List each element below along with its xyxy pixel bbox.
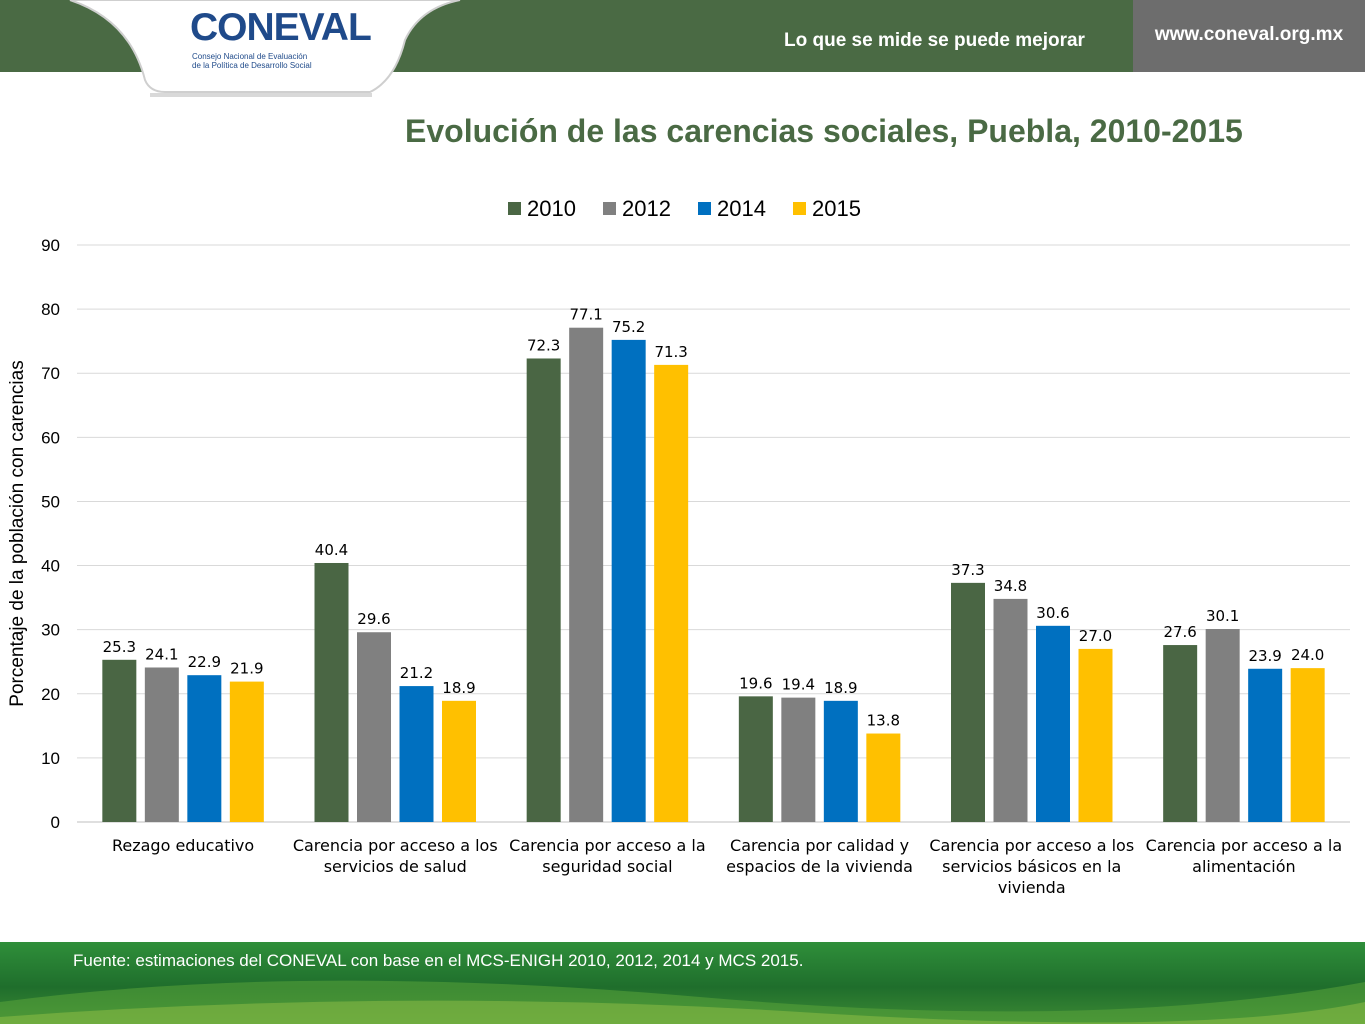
bar-chart: 0 10 20 30 40 50 60 70 80 90 Porcentaje de la pobl…	[7, 196, 1350, 897]
data-label: 72.3	[527, 336, 560, 354]
legend-label-2012: 2012	[622, 196, 671, 221]
y-tick-label: 80	[41, 300, 60, 319]
bar	[442, 700, 476, 822]
legend-swatch-2012	[603, 202, 616, 215]
data-label: 27.6	[1163, 623, 1196, 641]
footer-decoration	[0, 980, 1365, 1024]
data-label: 25.3	[103, 638, 136, 656]
logo-subtitle: Consejo Nacional de Evaluación de la Pol…	[192, 52, 312, 70]
chart-title: Evolución de las carencias sociales, Pue…	[405, 113, 1243, 149]
y-axis-label: Porcentaje de la población con carencias	[7, 360, 28, 706]
data-label: 13.8	[867, 712, 900, 730]
data-label: 34.8	[994, 577, 1027, 595]
slogan: Lo que se mide se puede mejorar	[784, 30, 1085, 51]
x-tick-label: Carencia por acceso a la	[1146, 836, 1343, 855]
bar	[526, 358, 561, 822]
coneval-logo[interactable]: CONEVAL	[190, 6, 372, 49]
x-tick-label: vivienda	[998, 878, 1066, 897]
x-tick-label: servicios básicos en la	[942, 857, 1121, 876]
legend-label-2010: 2010	[527, 196, 576, 221]
legend-swatch-2015	[793, 202, 806, 215]
x-tick-label: Rezago educativo	[112, 836, 254, 855]
bar	[993, 598, 1028, 822]
bar	[1248, 668, 1283, 822]
bar	[1078, 648, 1113, 822]
source-note: Fuente: estimaciones del CONEVAL con bas…	[73, 951, 804, 970]
x-tick-label: servicios de salud	[324, 857, 467, 876]
data-label: 30.6	[1036, 604, 1069, 622]
data-label: 27.0	[1079, 627, 1112, 645]
bar	[399, 686, 434, 822]
data-label: 30.1	[1206, 607, 1239, 625]
bar	[654, 364, 689, 822]
bar	[738, 696, 773, 822]
y-tick-label: 90	[41, 236, 60, 255]
x-tick-label: Carencia por acceso a los	[293, 836, 498, 855]
bar	[229, 681, 264, 822]
y-tick-label: 20	[41, 685, 60, 704]
y-tick-label: 70	[41, 364, 60, 383]
y-tick-label: 50	[41, 492, 60, 511]
bar	[1205, 629, 1240, 822]
y-tick-label: 40	[41, 557, 60, 576]
bar	[951, 582, 985, 822]
legend-label-2015: 2015	[812, 196, 861, 221]
data-label: 24.1	[145, 645, 178, 663]
x-tick-label: Carencia por acceso a los	[929, 836, 1134, 855]
data-label: 75.2	[612, 318, 645, 336]
bar	[102, 659, 137, 822]
x-tick-label: alimentación	[1192, 857, 1296, 876]
legend-swatch-2014	[698, 202, 711, 215]
data-label: 21.2	[400, 664, 433, 682]
bar	[611, 339, 646, 822]
data-label: 22.9	[188, 653, 221, 671]
legend-swatch-2010	[508, 202, 521, 215]
bar	[187, 675, 222, 822]
data-label: 24.0	[1291, 646, 1324, 664]
data-label: 29.6	[357, 610, 390, 628]
x-tick-label: espacios de la vivienda	[726, 857, 913, 876]
logo-tab	[69, 0, 461, 97]
data-label: 18.9	[442, 679, 475, 697]
bar	[1036, 625, 1070, 822]
x-tick-label: Carencia por acceso a la	[509, 836, 706, 855]
bar	[866, 733, 901, 822]
bar	[1290, 668, 1325, 822]
website-url[interactable]: www.coneval.org.mx	[1154, 24, 1344, 45]
x-tick-label: seguridad social	[542, 857, 672, 876]
bar	[314, 562, 349, 822]
logo-subtitle-line1: Consejo Nacional de Evaluación	[192, 52, 308, 61]
bar	[823, 700, 858, 822]
y-tick-label: 60	[41, 428, 60, 447]
data-label: 77.1	[569, 306, 602, 324]
data-label: 21.9	[230, 660, 263, 678]
bar	[569, 327, 604, 822]
data-label: 18.9	[824, 679, 857, 697]
data-label: 37.3	[951, 561, 984, 579]
bar	[781, 697, 816, 822]
x-tick-label: Carencia por calidad y	[730, 836, 909, 855]
y-tick-label: 30	[41, 621, 60, 640]
url-box	[1133, 0, 1365, 72]
y-tick-label: 10	[41, 749, 60, 768]
logo-subtitle-line2: de la Política de Desarrollo Social	[192, 61, 312, 70]
data-label: 23.9	[1248, 647, 1281, 665]
data-label: 19.6	[739, 674, 772, 692]
data-label: 71.3	[654, 343, 687, 361]
bar	[144, 667, 179, 822]
data-label: 40.4	[315, 541, 348, 559]
y-tick-label: 0	[51, 813, 60, 832]
bar	[1163, 645, 1198, 822]
legend-label-2014: 2014	[717, 196, 766, 221]
footer-band	[0, 942, 1365, 1024]
data-label: 19.4	[782, 676, 815, 694]
bar	[357, 632, 391, 822]
